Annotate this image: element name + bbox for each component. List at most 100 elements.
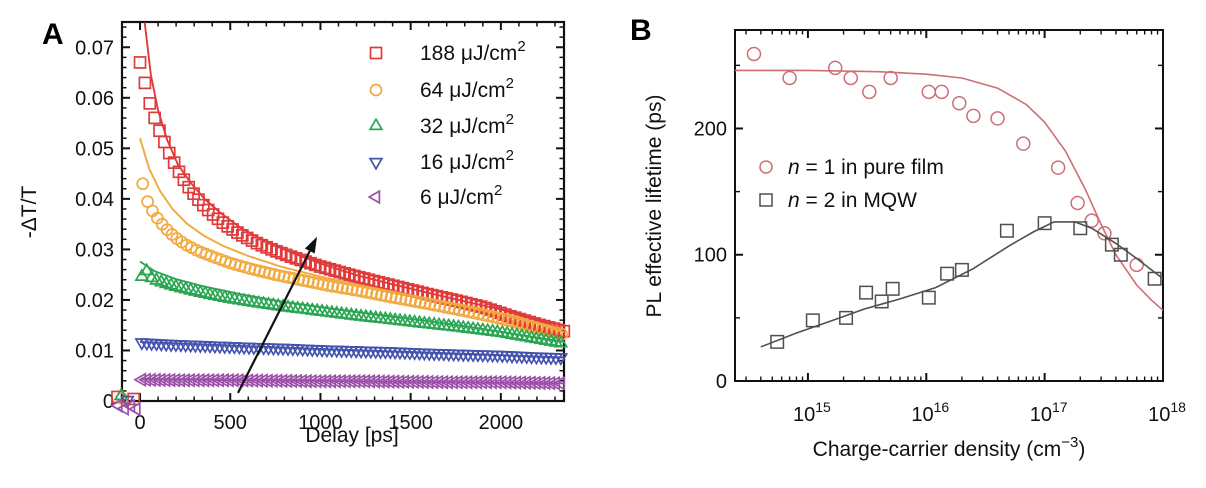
panel-a-label: A — [42, 18, 64, 51]
x-tick-label: 1000 — [298, 412, 343, 434]
legend-item: n = 2 in MQW — [759, 189, 917, 212]
panel-b-label: B — [630, 14, 652, 47]
legend-label: n = 1 in pure film — [788, 156, 944, 179]
data-point-circle — [336, 281, 349, 295]
data-point-square — [1073, 221, 1088, 236]
y-tick-label: 200 — [694, 118, 727, 140]
data-point-square — [859, 285, 874, 300]
data-point-circle — [883, 70, 898, 86]
legend-item: n = 1 in pure film — [759, 156, 944, 179]
legend-item: 32 μJ/cm2 — [368, 111, 514, 138]
data-markers — [111, 56, 571, 406]
plot-frame — [734, 29, 1164, 382]
data-point-circle — [384, 290, 398, 304]
data-point-circle — [921, 84, 937, 100]
data-point-square — [1113, 247, 1128, 262]
data-point-square — [805, 313, 820, 328]
series-4 — [120, 338, 569, 409]
data-point-circle — [438, 300, 452, 314]
data-point-circle — [418, 297, 432, 310]
data-point-circle — [952, 95, 967, 111]
data-point-circle — [746, 46, 762, 62]
y-tick-label: 0.07 — [75, 37, 114, 59]
data-point-circle — [399, 293, 413, 307]
y-tick-label: 0.06 — [75, 88, 114, 110]
x-tick-label: 1015 — [793, 399, 831, 426]
data-point-square — [369, 46, 383, 60]
data-point-circle — [360, 285, 374, 299]
x-tick-label: 1500 — [388, 412, 433, 434]
data-point-square — [148, 111, 162, 125]
data-point-triangle-down — [553, 353, 569, 366]
data-point-circle — [379, 289, 393, 303]
data-markers — [770, 216, 1162, 349]
arrow-head-icon — [304, 236, 318, 254]
axis-tick-labels: 0 500 1000 1500 2000 0 0.01 0.02 0.03 0.04 0.05 0.0… — [75, 37, 523, 434]
x-tick-label: 1018 — [1148, 399, 1186, 426]
legend: 188 μJ/cm2 64 μJ/cm2 32 μJ/cm2 16 μJ/cm2 6 μ… — [367, 38, 526, 209]
data-point-circle — [389, 291, 403, 305]
data-point-circle — [414, 296, 427, 309]
legend-label: 64 μJ/cm2 — [420, 75, 514, 102]
data-point-circle — [1050, 160, 1066, 175]
x-tick-label: 500 — [214, 412, 247, 434]
data-point-square — [138, 76, 152, 90]
y-tick-label: 0 — [103, 391, 114, 413]
y-axis-title: PL effective lifetime (ps) — [643, 95, 666, 318]
legend-label: 6 μJ/cm2 — [420, 182, 502, 209]
data-point-square — [885, 281, 900, 296]
data-point-square — [770, 334, 785, 349]
data-point-circle — [934, 84, 949, 100]
data-point-circle — [345, 283, 359, 296]
fit-line — [760, 221, 1163, 348]
data-point-square — [133, 56, 147, 69]
data-point-circle — [433, 299, 447, 313]
data-point-circle — [316, 278, 330, 291]
data-point-square — [839, 310, 854, 325]
data-point-circle — [423, 297, 437, 311]
legend-item: 16 μJ/cm2 — [368, 147, 514, 174]
y-tick-label: 100 — [694, 245, 727, 267]
data-markers — [109, 372, 566, 417]
data-point-circle — [759, 160, 773, 174]
y-tick-label: 0.03 — [75, 239, 114, 261]
y-axis-title: -ΔT/T — [18, 186, 41, 239]
data-point-circle — [370, 287, 383, 301]
legend-item: 188 μJ/cm2 — [369, 38, 526, 65]
data-markers — [113, 262, 569, 401]
arrow-shaft — [237, 250, 311, 394]
legend-label: 32 μJ/cm2 — [420, 111, 514, 138]
data-point-square — [1147, 271, 1162, 286]
data-point-circle — [443, 301, 456, 315]
data-point-circle — [782, 70, 797, 86]
data-point-triangle-left — [547, 375, 561, 391]
data-point-circle — [862, 84, 877, 100]
legend-label: 16 μJ/cm2 — [420, 147, 514, 174]
y-tick-label: 0.02 — [75, 290, 114, 312]
legend-item: 6 μJ/cm2 — [367, 182, 502, 209]
data-point-circle — [326, 279, 340, 293]
plot-frame — [120, 20, 566, 403]
data-point-triangle-left — [127, 401, 141, 417]
data-point-square — [940, 266, 955, 281]
x-axis-title: Charge-carrier density (cm−3) — [813, 434, 1086, 461]
data-point-square — [921, 290, 936, 305]
data-point-circle — [843, 70, 858, 86]
data-point-circle — [966, 108, 981, 124]
panel-b: 1015 1016 1017 1018 0 100 200 Charge-carrier de… — [643, 29, 1186, 461]
data-point-square — [874, 294, 889, 309]
series-1 — [111, 22, 571, 406]
legend-label: n = 2 in MQW — [788, 189, 917, 212]
legend: n = 1 in pure film n = 2 in MQW — [759, 156, 944, 212]
data-point-circle — [365, 286, 379, 300]
data-point-square — [954, 262, 969, 277]
data-point-circle — [555, 327, 569, 341]
data-point-circle — [448, 302, 461, 316]
data-point-circle — [1070, 195, 1085, 211]
data-point-triangle-down — [368, 157, 384, 171]
y-tick-label: 0.04 — [75, 189, 114, 211]
data-point-circle — [355, 285, 369, 298]
data-point-circle — [1016, 136, 1031, 151]
